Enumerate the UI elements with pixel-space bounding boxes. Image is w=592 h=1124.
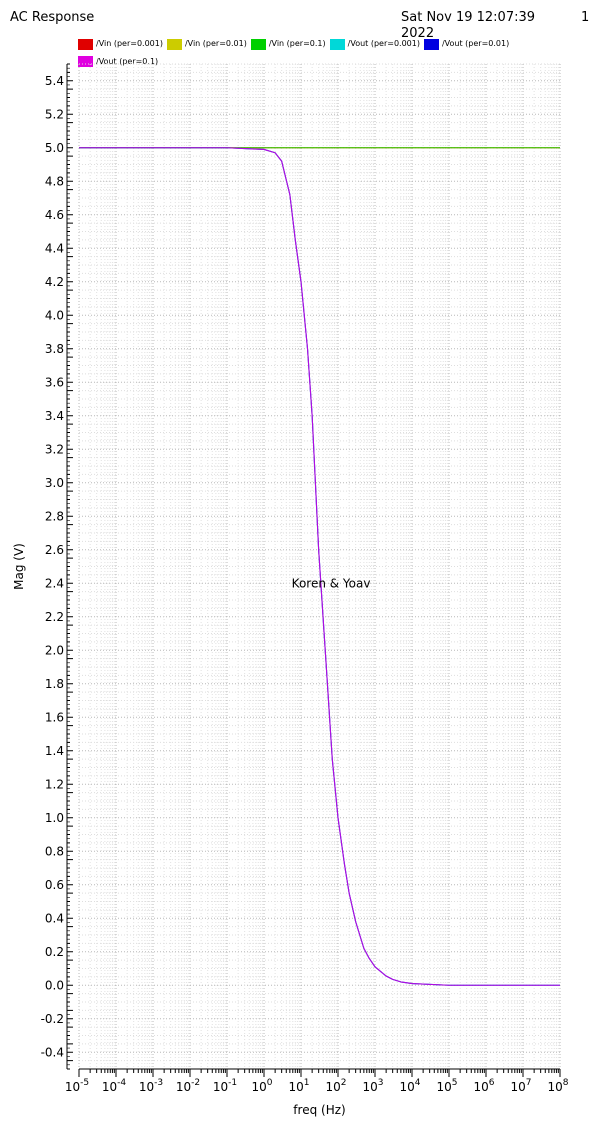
y-tick-label: 4.6 [45, 208, 64, 222]
legend-swatch [329, 38, 345, 50]
axis-labels: 5.4 5.2 5.0 4.8 4.6 4.4 4.2 4.0 3.8 3.6 3.4 3.2 3.0 2… [12, 74, 569, 1117]
y-tick-label: 5.4 [45, 74, 64, 88]
legend: /Vin (per=0.001) /Vin (per=0.01) /Vin (per… [78, 37, 578, 72]
y-tick-label: 2.4 [45, 576, 64, 590]
y-tick-label: 3.6 [45, 375, 64, 389]
x-tick-label: 101 [288, 1078, 309, 1094]
legend-swatch [78, 56, 93, 67]
legend-label: /Vout (per=0.1) [96, 56, 159, 66]
y-tick-label: 4.4 [45, 241, 64, 255]
y-tick-label: 3.0 [45, 476, 64, 490]
legend-label: /Vout (per=0.001) [347, 39, 420, 48]
x-tick-label: 102 [325, 1078, 346, 1094]
y-tick-label: 0.2 [45, 945, 64, 959]
legend-swatch [78, 38, 93, 50]
y-tick-label: 2.2 [45, 610, 64, 624]
legend-entry: /Vin (per=0.01) [166, 37, 247, 51]
x-tick-label: 108 [547, 1078, 568, 1094]
y-tick-label: 0.8 [45, 844, 64, 858]
y-axis-label: Mag (V) [12, 543, 26, 590]
y-tick-label: 1.8 [45, 677, 64, 691]
y-tick-label: 0.4 [45, 911, 64, 925]
legend-label: /Vin (per=0.1) [268, 39, 326, 48]
x-tick-label: 104 [399, 1078, 420, 1094]
x-tick-label: 105 [436, 1078, 457, 1094]
chart-title: AC Response [10, 10, 95, 25]
y-tick-label: 0.0 [45, 978, 64, 992]
y-tick-label: 2.6 [45, 543, 64, 557]
legend-entry: /Vin (per=0.1) [250, 37, 326, 51]
x-tick-label: 10-5 [65, 1078, 89, 1094]
y-tick-label: 1.6 [45, 710, 64, 724]
y-tick-label: -0.4 [41, 1045, 64, 1059]
x-tick-label: 10-4 [102, 1078, 127, 1094]
legend-swatch [423, 38, 439, 50]
y-tick-label: 3.2 [45, 442, 64, 456]
page-number: 1 [581, 10, 590, 25]
timestamp-line1: Sat Nov 19 12:07:39 [401, 10, 536, 25]
x-tick-label: 10-3 [139, 1078, 163, 1094]
y-tick-label: 0.6 [45, 878, 64, 892]
y-tick-label: 3.8 [45, 342, 64, 356]
legend-label: /Vin (per=0.001) [96, 39, 163, 48]
grid [78, 63, 561, 1070]
y-tick-label: 5.2 [45, 107, 64, 121]
y-tick-label: 2.0 [45, 643, 64, 657]
annotation-text: Koren & Yoav [292, 576, 371, 590]
y-tick-label: 4.8 [45, 174, 64, 188]
legend-label: /Vout (per=0.01) [441, 39, 510, 48]
y-tick-label: 1.4 [45, 744, 64, 758]
y-tick-label: 4.2 [45, 275, 64, 289]
y-tick-label: 5.0 [45, 141, 64, 155]
legend-entry: /Vin (per=0.001) [78, 37, 163, 51]
legend-entry: /Vout (per=0.01) [423, 37, 510, 51]
legend-swatch [250, 38, 266, 50]
x-tick-label: 103 [362, 1078, 383, 1094]
series-line [79, 147, 560, 986]
legend-swatch [166, 38, 182, 50]
timestamp-line2: 2022 [401, 26, 435, 41]
x-tick-label: 107 [510, 1078, 531, 1094]
x-tick-label: 106 [473, 1078, 494, 1094]
legend-entry: /Vout (per=0.1) [78, 55, 158, 69]
timestamp: Sat Nov 19 12:07:39 2022 [401, 10, 551, 42]
y-tick-label: 1.0 [45, 811, 64, 825]
y-tick-label: -0.2 [41, 1012, 64, 1026]
legend-label: /Vin (per=0.01) [184, 39, 247, 48]
legend-entry: /Vout (per=0.001) [329, 37, 420, 51]
axes [66, 63, 561, 1077]
x-tick-label: 10-2 [176, 1078, 200, 1094]
y-tick-label: 4.0 [45, 308, 64, 322]
y-tick-label: 2.8 [45, 509, 64, 523]
series-lines [79, 147, 560, 986]
y-tick-label: 1.2 [45, 777, 64, 791]
y-tick-label: 3.4 [45, 409, 64, 423]
x-axis-label: freq (Hz) [293, 1103, 345, 1117]
x-tick-label: 10-1 [213, 1078, 237, 1094]
x-tick-label: 100 [251, 1078, 272, 1094]
